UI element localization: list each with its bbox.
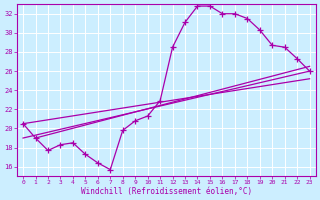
X-axis label: Windchill (Refroidissement éolien,°C): Windchill (Refroidissement éolien,°C) — [81, 187, 252, 196]
